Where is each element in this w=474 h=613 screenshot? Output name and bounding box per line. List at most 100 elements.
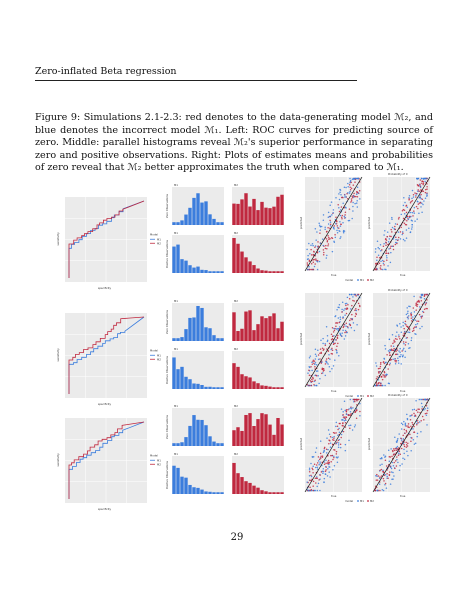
scatter-prob-point [400,353,402,356]
scatter-prob-point [378,256,381,259]
scatter-mean-point [334,359,336,361]
scatter-prob-point [391,478,393,481]
scatter-mean-point [352,195,355,197]
scatter-prob-point [423,298,426,300]
scatter-mean-point [322,214,325,216]
scatter-prob-point [377,382,379,385]
hist-zero-m1-bar [192,197,196,225]
hist-zero-m1-bar [212,441,216,446]
scatter-prob-point [411,408,414,411]
scatter-prob-point [411,199,414,202]
scatter-prob-point [410,425,412,428]
scatter-prob-point [410,337,413,339]
scatter-prob-point [423,409,425,411]
scatter-prob-point [386,259,388,261]
scatter-mean-point [322,470,325,473]
scatter-prob-point [380,376,383,378]
scatter-prob-point [415,304,417,307]
hist-pos-m1-bar [204,386,208,389]
scatter-prob-point [378,384,380,387]
scatter-prob-point [399,231,402,233]
scatter-mean-point [313,362,315,365]
scatter-prob-point [380,265,382,267]
scatter-prob-point [406,219,408,222]
scatter-prob-point [379,457,382,460]
scatter-prob-point [403,445,406,448]
scatter-mean-point [337,327,340,330]
scatter-prob-point [391,334,394,336]
scatter-mean-point [344,331,346,334]
scatter-prob-point [418,313,421,316]
scatter-mean-point [310,462,312,465]
scatter-mean-point [322,467,325,470]
scatter-prob-point [383,374,385,377]
scatter-mean-point [315,482,317,484]
scatter-mean-point [347,182,349,185]
scatter-mean-point [356,409,358,411]
scatter-prob-point [399,351,401,354]
hist-pos-m2-bar [236,473,240,494]
scatter-prob-point [388,352,391,354]
scatter-mean-point [354,177,357,180]
hist-zero-m2-bar [280,321,284,341]
scatter-prob-point [376,384,378,387]
scatter-prob-point [405,324,407,326]
scatter-prob-point [414,192,416,194]
scatter-mean-ylabel: predicted [299,437,303,450]
scatter-prob-point [416,435,418,438]
scatter-mean-point [353,178,355,181]
scatter-mean-point [352,184,355,186]
scatter-prob-point [389,471,391,473]
scatter-mean-point [337,434,339,437]
scatter-mean-point [341,332,343,334]
scatter-prob-point [399,347,401,350]
scatter-prob-point [390,348,393,351]
scatter-mean-point [345,207,347,209]
scatter-mean-point [325,469,327,471]
scatter-prob-point [376,479,379,481]
scatter-mean-point [317,375,319,377]
scatter-mean-xlabel: true [331,494,337,498]
scatter-mean-point [326,340,329,343]
scatter-prob-point [421,325,423,328]
scatter-prob-point [376,256,378,259]
scatter-mean-point [308,369,310,372]
scatter-mean-point [309,268,311,271]
scatter-prob-point [421,293,424,296]
scatter-prob-point [423,200,425,202]
scatter-prob-point [378,262,381,265]
scatter-prob-point [392,450,394,453]
scatter-mean-point [342,419,344,421]
hist-bottom-m1-title: M1 [174,231,178,235]
hist-zero-m2-bar [268,424,272,446]
scatter-prob-point [399,355,402,358]
scatter-prob-point [375,268,378,271]
scatter-prob-point [384,456,386,458]
scatter-prob-point [405,446,408,448]
scatter-mean-point [349,179,352,182]
scatter-prob-point [379,363,382,365]
scatter-mean-point [343,186,346,188]
scatter-mean-point [326,239,329,242]
hist-zero-m1-bar [208,328,212,341]
scatter-mean-point [319,348,322,350]
scatter-prob-point [386,475,388,478]
hist-bottom-m1-title: M1 [174,452,178,456]
scatter-prob-point [385,252,388,254]
hist-pos-m1-bar [192,267,196,273]
scatter-prob-point [403,420,405,423]
scatter-mean-identity-line [304,176,363,272]
scatter-prob-point [408,195,411,197]
hist-pos-m1-bar [216,271,220,273]
scatter-mean-point [336,345,338,347]
scatter-mean-point [338,326,341,328]
scatter-prob-point [394,353,397,356]
scatter-mean-point [327,459,330,462]
scatter-prob-point [375,378,378,380]
scatter-prob-point [395,350,397,353]
scatter-mean-point [341,308,343,311]
scatter-mean-point [345,322,348,324]
scatter-mean-point [335,348,337,351]
scatter-mean-point [331,454,334,457]
scatter-prob-point [384,483,386,486]
